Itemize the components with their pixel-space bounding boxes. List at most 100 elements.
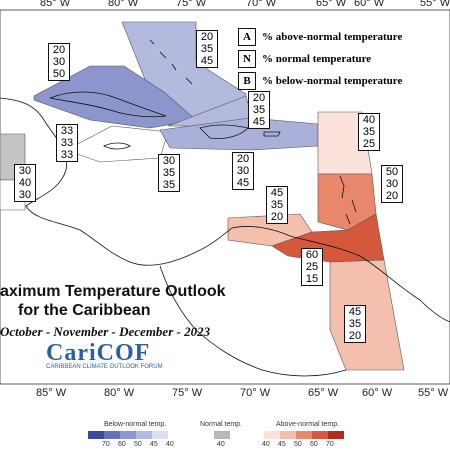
key-letter: N xyxy=(238,50,256,68)
hispaniola-island xyxy=(199,124,249,139)
legend-above-label: Above-normal temp. xyxy=(276,421,340,428)
legend-tick: 40 xyxy=(262,441,270,448)
prob-above: 20 xyxy=(252,92,266,104)
legend-tick: 70 xyxy=(326,441,334,448)
legend-swatch xyxy=(328,431,344,439)
prob-normal: 35 xyxy=(252,104,266,116)
key-text: % below-normal temperature xyxy=(262,75,403,87)
map-subtitle: for the Caribbean xyxy=(18,302,151,319)
lesser-antilles xyxy=(339,175,357,225)
prob-box-trinidad: 60 25 15 xyxy=(301,248,323,286)
prob-normal: 35 xyxy=(362,126,376,138)
prob-normal: 40 xyxy=(18,177,32,189)
prob-above: 30 xyxy=(162,155,176,167)
prob-normal: 30 xyxy=(385,178,399,190)
prob-box-hispaniola: 20 30 45 xyxy=(232,152,254,190)
jamaica-island xyxy=(103,142,131,150)
lon-label: 85° W xyxy=(40,0,71,9)
lon-label: 75° W xyxy=(176,0,207,9)
lon-label: 65° W xyxy=(316,0,347,9)
key-letter: B xyxy=(238,72,256,90)
prob-below: 20 xyxy=(270,211,284,223)
prob-above: 60 xyxy=(305,249,319,261)
map-title: aximum Temperature Outlook xyxy=(0,283,226,300)
zone-jamaica xyxy=(65,125,169,163)
key-letter: A xyxy=(238,28,256,46)
longitude-labels-bottom: 85° W 80° W 75° W 70° W 65° W 60° W 55° … xyxy=(36,387,449,399)
prob-box-cuba: 20 30 50 xyxy=(48,43,70,81)
legend-swatch xyxy=(88,431,104,439)
prob-below: 50 xyxy=(52,68,66,80)
legend-tick: 60 xyxy=(118,441,126,448)
legend-tick: 40 xyxy=(217,441,225,448)
legend-tick: 60 xyxy=(310,441,318,448)
legend-tick: 50 xyxy=(294,441,302,448)
lon-label: 80° W xyxy=(108,0,139,9)
key-text: % normal temperature xyxy=(262,53,372,65)
key-row: N % normal temperature xyxy=(238,48,402,70)
lon-label: 75° W xyxy=(172,387,203,399)
prob-box-belize: 33 33 33 xyxy=(56,124,78,162)
color-legend xyxy=(88,431,344,439)
legend-swatch xyxy=(136,431,152,439)
forecast-zones xyxy=(0,21,405,371)
legend-swatch xyxy=(152,431,168,439)
legend-swatch xyxy=(120,431,136,439)
prob-above: 20 xyxy=(236,153,250,165)
prob-below: 15 xyxy=(305,273,319,285)
prob-normal: 30 xyxy=(52,56,66,68)
caricof-logo: CariCOF CARIBBEAN CLIMATE OUTLOOK FORUM xyxy=(46,340,186,370)
prob-below: 45 xyxy=(200,55,214,67)
lon-label: 60° W xyxy=(362,387,393,399)
prob-normal: 30 xyxy=(236,165,250,177)
logo-subtitle: CARIBBEAN CLIMATE OUTLOOK FORUM xyxy=(46,364,163,370)
prob-below: 35 xyxy=(162,179,176,191)
prob-box-north-leewards: 40 35 25 xyxy=(358,113,380,151)
legend-tick: 70 xyxy=(102,441,110,448)
map-frame xyxy=(0,9,450,385)
prob-above: 45 xyxy=(348,306,362,318)
prob-below: 25 xyxy=(362,138,376,150)
legend-tick: 40 xyxy=(166,441,174,448)
lon-label: 70° W xyxy=(240,387,271,399)
legend-tick: 45 xyxy=(150,441,158,448)
prob-box-abc: 45 35 20 xyxy=(266,186,288,224)
cuba-island xyxy=(49,91,167,118)
prob-normal: 33 xyxy=(60,137,74,149)
legend-swatch xyxy=(214,431,230,439)
mainland-coast xyxy=(0,97,450,323)
prob-normal: 35 xyxy=(200,43,214,55)
prob-normal: 35 xyxy=(348,318,362,330)
prob-box-jamaica: 30 35 35 xyxy=(158,154,180,192)
legend-swatch xyxy=(104,431,120,439)
longitude-labels-top: 85° W 80° W 75° W 70° W 65° W 60° W 55° … xyxy=(40,0,450,9)
prob-below: 30 xyxy=(18,189,32,201)
prob-above: 33 xyxy=(60,125,74,137)
prob-above: 20 xyxy=(200,31,214,43)
prob-above: 30 xyxy=(18,165,32,177)
prob-below: 20 xyxy=(348,330,362,342)
bahamas-islands xyxy=(149,39,193,85)
outlook-period: October - November - December - 2023 xyxy=(0,324,211,339)
prob-normal: 35 xyxy=(162,167,176,179)
prob-box-guianas: 45 35 20 xyxy=(344,305,366,343)
legend-swatch xyxy=(264,431,280,439)
prob-below: 45 xyxy=(252,116,266,128)
prob-box-turks: 20 35 45 xyxy=(248,91,270,129)
legend-tick: 45 xyxy=(278,441,286,448)
coastlines xyxy=(0,39,450,377)
zone-guianas xyxy=(329,259,405,371)
legend-swatch xyxy=(296,431,312,439)
legend-below-label: Below-normal temp. xyxy=(104,421,167,428)
prob-above: 45 xyxy=(270,187,284,199)
prob-box-bahamas: 20 35 45 xyxy=(196,30,218,68)
logo-wordmark: CariCOF xyxy=(46,340,151,366)
lon-label: 55° W xyxy=(420,0,450,9)
legend-tick: 50 xyxy=(134,441,142,448)
prob-box-windwards: 50 30 20 xyxy=(381,165,403,203)
lon-label: 60° W xyxy=(354,0,385,9)
puerto-rico-island xyxy=(263,131,281,137)
key-row: A % above-normal temperature xyxy=(238,26,402,48)
key-text: % above-normal temperature xyxy=(262,31,403,43)
